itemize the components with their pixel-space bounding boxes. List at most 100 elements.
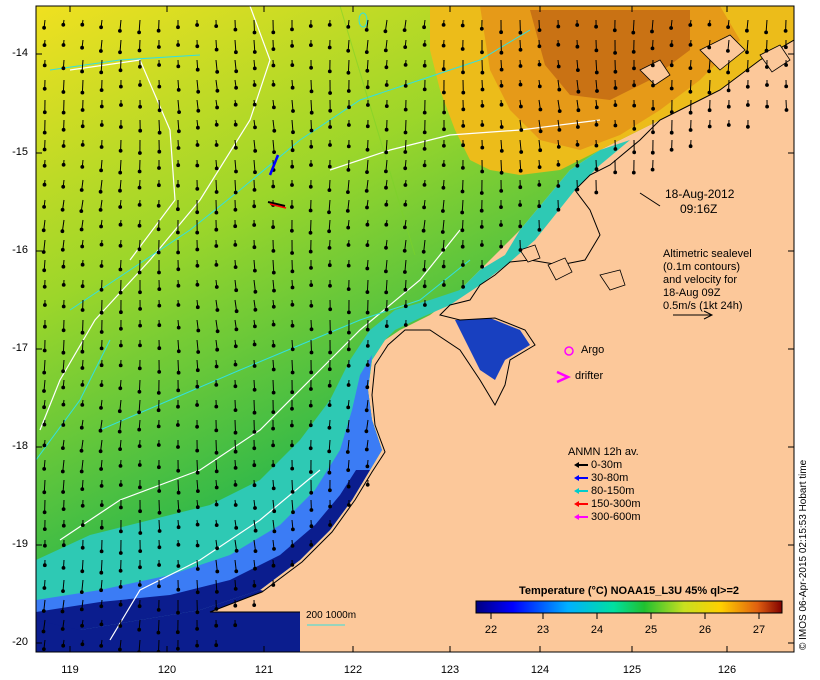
- vector-head: [61, 446, 65, 451]
- vector-head: [195, 505, 200, 510]
- vector-head: [233, 384, 238, 389]
- vector-head: [176, 525, 181, 530]
- vector-head: [61, 66, 66, 71]
- vector-head: [272, 128, 277, 133]
- velocity-vector: [442, 219, 445, 233]
- vector-head: [137, 583, 142, 587]
- vector-head: [707, 45, 712, 50]
- vector-head: [61, 402, 66, 407]
- vector-head: [233, 483, 238, 487]
- vector-head: [327, 263, 332, 268]
- vector-head: [669, 147, 674, 152]
- vector-head: [291, 510, 295, 515]
- vector-head: [499, 30, 504, 35]
- vector-head: [138, 307, 143, 311]
- vector-head: [271, 82, 276, 87]
- vector-head: [80, 349, 85, 354]
- vector-head: [195, 187, 200, 191]
- vector-head: [119, 326, 123, 331]
- vector-head: [309, 543, 314, 547]
- vector-head: [423, 303, 427, 307]
- vector-head: [688, 144, 693, 149]
- vector-head: [290, 370, 295, 375]
- vector-head: [214, 469, 219, 474]
- velocity-vector: [404, 259, 407, 273]
- vector-head: [42, 443, 47, 448]
- vector-head: [290, 490, 295, 494]
- time-stamp: 09:16Z: [680, 202, 718, 216]
- vector-head: [651, 106, 655, 111]
- vector-head: [327, 45, 332, 50]
- vector-head: [308, 230, 313, 235]
- vector-head: [118, 647, 122, 652]
- vector-head: [157, 84, 162, 89]
- vector-head: [176, 250, 181, 255]
- vector-head: [195, 590, 200, 595]
- vector-head: [707, 22, 712, 27]
- vector-head: [195, 448, 200, 453]
- velocity-vector: [81, 339, 84, 352]
- vector-head: [157, 489, 162, 493]
- vector-head: [252, 30, 257, 35]
- vector-head: [234, 526, 239, 530]
- vector-head: [461, 263, 465, 267]
- vector-head: [271, 563, 276, 568]
- vector-head: [61, 144, 66, 148]
- vector-head: [328, 91, 333, 95]
- vector-head: [214, 485, 219, 490]
- vector-head: [309, 350, 314, 355]
- vector-head: [42, 586, 47, 590]
- vector-head: [290, 164, 295, 169]
- vector-head: [328, 143, 332, 147]
- vector-head: [499, 170, 504, 175]
- vector-head: [195, 305, 200, 310]
- vector-head: [556, 184, 561, 188]
- vector-head: [384, 83, 389, 87]
- vector-head: [214, 190, 219, 194]
- vector-head: [137, 463, 142, 467]
- velocity-vector: [81, 579, 84, 593]
- velocity-vector: [158, 119, 161, 133]
- vector-head: [252, 83, 257, 87]
- vector-head: [613, 103, 618, 107]
- vector-head: [480, 169, 485, 174]
- vector-head: [61, 350, 66, 355]
- vector-head: [271, 426, 276, 431]
- vector-head: [518, 30, 523, 35]
- vector-head: [156, 408, 161, 413]
- velocity-vector: [384, 19, 388, 32]
- vector-head: [327, 425, 332, 430]
- y-tick: -14: [12, 47, 28, 59]
- vector-head: [290, 269, 295, 274]
- velocity-vector: [708, 79, 711, 93]
- vector-head: [118, 170, 123, 175]
- vector-head: [422, 205, 427, 210]
- vector-head: [99, 383, 104, 388]
- vector-head: [214, 523, 219, 527]
- vector-head: [99, 467, 103, 471]
- vector-head: [556, 207, 561, 212]
- vector-head: [214, 623, 219, 628]
- x-tick: 122: [343, 664, 363, 676]
- vector-head: [79, 425, 84, 430]
- vector-head: [233, 27, 238, 32]
- vector-head: [118, 222, 123, 227]
- vector-head: [537, 62, 542, 67]
- vector-head: [403, 225, 407, 230]
- vector-head: [365, 363, 370, 367]
- vector-head: [746, 124, 750, 129]
- vector-head: [117, 409, 122, 414]
- vector-head: [537, 183, 542, 187]
- vector-head: [214, 643, 219, 648]
- vector-head: [119, 84, 123, 89]
- vector-head: [60, 627, 65, 631]
- vector-head: [384, 269, 388, 274]
- depth-contours: [36, 12, 531, 461]
- vector-head: [138, 290, 142, 295]
- velocity-vector: [177, 359, 180, 373]
- vector-head: [176, 267, 181, 272]
- vector-head: [61, 43, 66, 47]
- vector-head: [214, 227, 219, 232]
- velocity-vector: [43, 239, 46, 253]
- y-tick: -18: [12, 440, 28, 452]
